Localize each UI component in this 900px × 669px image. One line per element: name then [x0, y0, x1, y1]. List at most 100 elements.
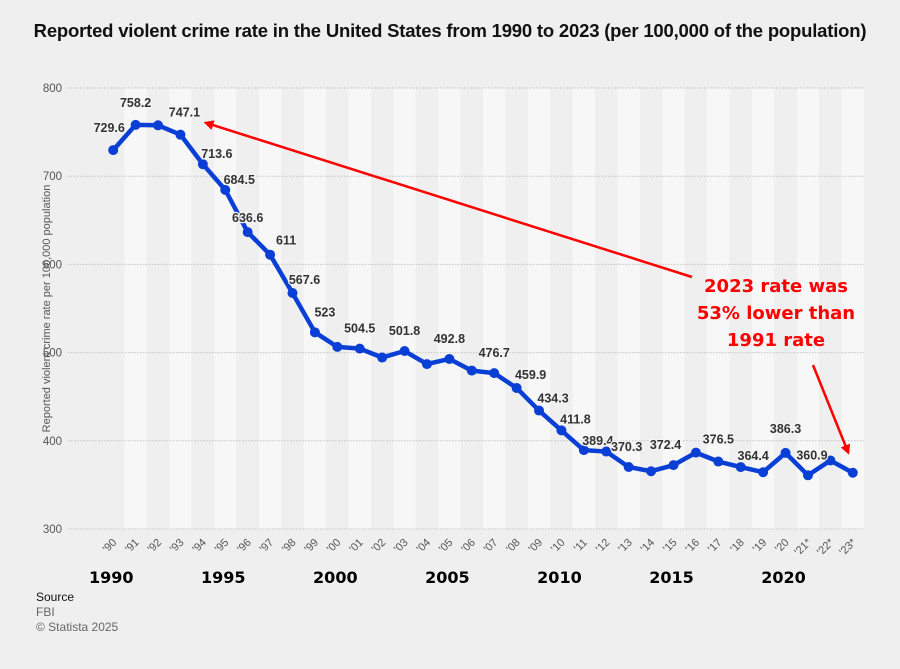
decade-label: 2005: [425, 568, 470, 587]
data-label: 386.3: [770, 422, 801, 436]
data-point: [802, 470, 813, 481]
data-point: [646, 466, 657, 477]
data-point: [153, 120, 164, 131]
data-point: [108, 145, 119, 156]
x-tick-label: '04: [414, 537, 433, 556]
column-stripe: [572, 88, 596, 529]
data-point: [780, 447, 791, 458]
x-tick-label: '18: [728, 537, 747, 556]
column-stripe: [438, 88, 461, 529]
data-point: [534, 405, 545, 416]
x-tick-label: '94: [190, 537, 209, 556]
column-stripe: [505, 88, 528, 529]
data-label: 360.9: [796, 448, 827, 462]
data-point: [668, 460, 679, 471]
data-point: [444, 353, 455, 364]
data-label: 611: [276, 234, 296, 248]
decade-label: 2000: [313, 568, 358, 587]
decade-label: 1995: [201, 568, 246, 587]
annotation-text-line: 2023 rate was: [704, 276, 848, 297]
data-point: [511, 382, 522, 393]
column-stripe: [348, 88, 371, 529]
y-tick-label: 600: [43, 259, 62, 271]
column-stripe: [124, 88, 147, 529]
data-label: 434.3: [537, 392, 568, 406]
data-point: [175, 129, 186, 140]
y-tick-label: 800: [43, 83, 62, 95]
column-stripe: [617, 88, 640, 529]
x-tick-label: '17: [706, 537, 725, 556]
data-point: [354, 343, 365, 354]
decade-label: 2020: [761, 568, 806, 587]
data-point: [309, 327, 320, 338]
x-tick-label: '08: [504, 537, 523, 556]
data-point: [601, 446, 612, 457]
x-tick-label: '06: [459, 537, 478, 556]
annotation-text-line: 53% lower than: [697, 303, 855, 324]
decade-label: 1990: [89, 568, 134, 587]
data-label: 758.2: [120, 96, 151, 110]
data-point: [825, 455, 836, 466]
data-point: [847, 467, 858, 478]
data-point: [578, 445, 589, 456]
data-label: 364.4: [738, 449, 769, 463]
x-tick-label: '93: [168, 537, 187, 556]
column-stripe: [370, 88, 394, 529]
chart-title: Reported violent crime rate in the Unite…: [33, 20, 867, 41]
column-stripe: [819, 88, 842, 529]
column-stripe: [729, 88, 752, 529]
data-point: [466, 365, 477, 376]
data-point: [489, 368, 500, 379]
data-label: 492.8: [434, 332, 465, 346]
x-tick-label: '99: [302, 537, 321, 556]
column-stripe: [169, 88, 192, 529]
column-stripe: [751, 88, 775, 529]
x-tick-label: '23*: [837, 536, 859, 558]
column-stripe: [326, 88, 349, 529]
x-tick-label: '16: [683, 537, 702, 556]
column-stripe: [796, 88, 820, 529]
column-stripe: [236, 88, 259, 529]
x-tick-label: '09: [527, 537, 546, 556]
data-label: 501.8: [389, 324, 420, 338]
data-point: [556, 425, 567, 436]
copyright: © Statista 2025: [36, 620, 119, 634]
x-tick-label: '90: [101, 537, 120, 556]
data-label: 567.6: [289, 273, 320, 287]
data-point: [130, 119, 141, 130]
column-stripe: [303, 88, 327, 529]
data-point: [220, 184, 231, 195]
data-label: 729.6: [94, 121, 125, 135]
column-stripe: [281, 88, 304, 529]
x-tick-label: '97: [258, 537, 277, 556]
data-point: [377, 352, 388, 363]
source-name[interactable]: FBI: [36, 605, 55, 619]
data-point: [690, 447, 701, 458]
data-point: [399, 346, 410, 357]
x-tick-label: '13: [616, 537, 635, 556]
column-stripe: [527, 88, 551, 529]
x-tick-label: '20: [773, 537, 792, 556]
x-tick-label: '19: [751, 537, 770, 556]
column-stripe: [550, 88, 573, 529]
data-label: 476.7: [479, 346, 510, 360]
x-tick-label: '02: [370, 537, 389, 556]
series-line: [110, 122, 856, 478]
column-stripe: [102, 88, 125, 529]
data-point: [421, 359, 432, 370]
data-label: 747.1: [169, 106, 200, 120]
x-tick-label: '11: [572, 537, 590, 555]
y-tick-label: 700: [43, 171, 62, 183]
column-stripe: [707, 88, 730, 529]
data-label: 684.5: [224, 173, 255, 187]
data-label: 372.4: [650, 438, 681, 452]
data-label: 376.5: [703, 433, 734, 447]
x-tick-label: '15: [661, 537, 680, 556]
x-tick-label: '95: [213, 537, 232, 556]
annotation-arrow-2023: [811, 364, 851, 455]
column-stripe: [841, 88, 864, 529]
x-tick-label: '98: [280, 537, 299, 556]
data-point: [623, 461, 634, 472]
data-point: [713, 456, 724, 467]
